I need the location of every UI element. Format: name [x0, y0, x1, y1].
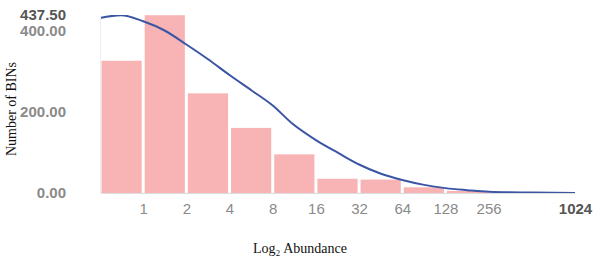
- x-axis: 1 2 4 8 16 32 64 128 256 1024: [101, 193, 593, 217]
- x-tick-label: 128: [433, 200, 458, 217]
- bar: [231, 128, 271, 193]
- x-tick: 2: [183, 193, 191, 217]
- x-tick: 16: [308, 193, 325, 217]
- bar: [317, 179, 357, 193]
- y-tick: 400.00: [20, 22, 100, 39]
- x-tick-label: 32: [351, 200, 368, 217]
- y-axis-line: [100, 16, 101, 194]
- bar: [274, 154, 314, 193]
- y-axis: 0.00 200.00 400.00437.50: [20, 6, 100, 201]
- y-tick-label: 400.00: [20, 22, 66, 39]
- x-tick-label: 16: [308, 200, 325, 217]
- x-tick-label: 2: [183, 200, 191, 217]
- x-tick: 128: [433, 193, 458, 217]
- x-tick-label: 256: [477, 200, 502, 217]
- bar: [145, 15, 185, 193]
- bar: [361, 180, 401, 193]
- x-tick: 32: [351, 193, 368, 217]
- x-axis-title: Log₂ Abundance: [253, 241, 347, 256]
- fit-line: [100, 15, 575, 193]
- y-tick-label: 0.00: [37, 184, 66, 201]
- x-tick: 1: [140, 193, 148, 217]
- y-tick-label: 200.00: [20, 103, 66, 120]
- x-tick: 8: [269, 193, 277, 217]
- x-tick: 256: [477, 193, 502, 217]
- x-tick-label: 1: [140, 200, 148, 217]
- x-tick-label: 64: [394, 200, 411, 217]
- x-tick: 64: [394, 193, 411, 217]
- x-axis-line: [101, 193, 576, 194]
- x-tick: 4: [226, 193, 234, 217]
- y-tick: 200.00: [20, 103, 100, 120]
- chart: 1 2 4 8 16 32 64 128 256 1024 0.00 200.00 400.00437.…: [0, 0, 600, 264]
- y-axis-title: Number of BINs: [4, 62, 19, 156]
- x-tick-label: 8: [269, 200, 277, 217]
- bar: [102, 61, 142, 193]
- bar: [404, 187, 444, 193]
- y-tick-label: 437.50: [20, 6, 66, 23]
- x-tick: 1024: [559, 193, 593, 217]
- y-tick: 0.00: [37, 184, 100, 201]
- x-tick-label: 1024: [559, 200, 593, 217]
- y-tick: 437.50: [20, 6, 100, 23]
- bar: [188, 93, 228, 193]
- x-tick-label: 4: [226, 200, 234, 217]
- plot-area: [100, 15, 575, 193]
